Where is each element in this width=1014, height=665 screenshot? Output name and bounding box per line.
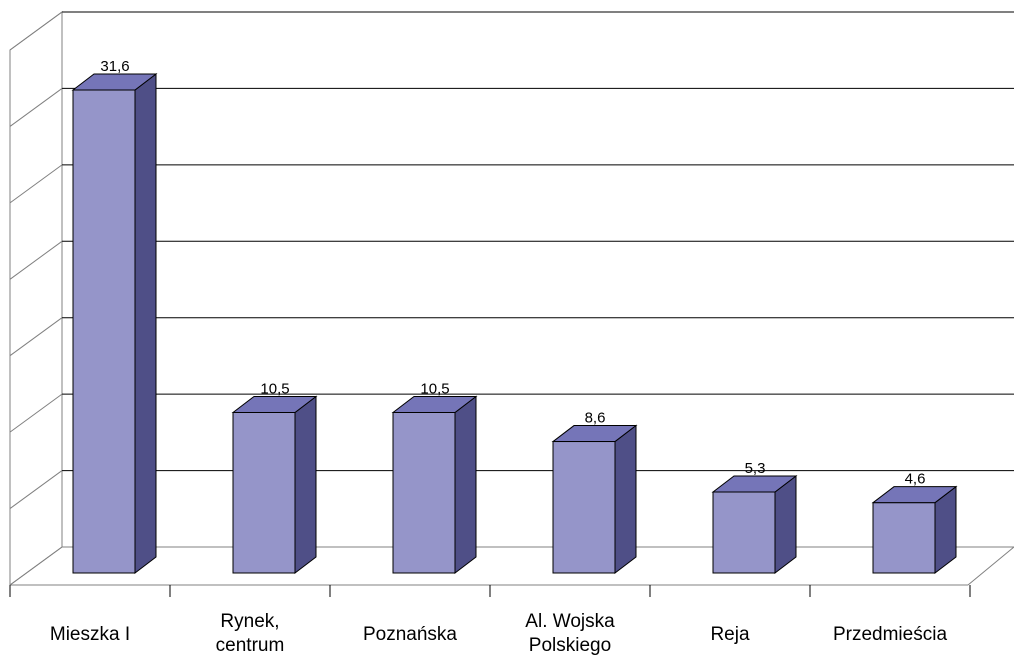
bar (712, 491, 776, 574)
bar (872, 502, 936, 574)
gridlines (9, 11, 1014, 586)
bar-side (294, 395, 317, 575)
gridline-side (9, 317, 63, 357)
bar (552, 441, 616, 574)
x-tick-label: Al. Wojska Polskiego (525, 611, 615, 656)
gridline-side (9, 546, 63, 586)
x-tick-label: Rynek, centrum (216, 611, 285, 656)
data-label: 10,5 (420, 381, 449, 398)
data-label: 4,6 (905, 471, 926, 488)
bars (71, 72, 958, 575)
gridline-side (9, 240, 63, 280)
side-wall (9, 11, 63, 586)
labels: 31,6 Mieszka I 10,5 Rynek, centrum 10,5 Poznań… (50, 58, 948, 656)
bar-top (551, 425, 638, 443)
bar-top (231, 396, 318, 413)
gridline-side (9, 88, 63, 127)
x-tick-label-line: Reja (710, 624, 750, 645)
bar-top (391, 396, 478, 413)
x-tick-label: Reja (710, 624, 750, 645)
gridline-side (9, 393, 63, 433)
x-tick-label-line: Mieszka I (50, 624, 130, 645)
x-tick-label: Przedmieścia (833, 624, 947, 645)
chart-walls (9, 11, 63, 586)
x-tick-label-line: Rynek, (220, 611, 279, 632)
bar-side (614, 424, 637, 575)
bar-side (774, 474, 797, 575)
data-label: 31,6 (100, 58, 129, 75)
floor-right-edge (967, 546, 1014, 586)
x-tick-label-line: centrum (216, 635, 285, 656)
gridline-side (9, 470, 63, 509)
x-tick-label: Mieszka I (50, 624, 130, 645)
gridline-side (9, 164, 63, 204)
data-label: 8,6 (585, 410, 606, 427)
bar-top (871, 486, 958, 504)
bar (392, 412, 456, 574)
bar-top (711, 475, 798, 493)
bar-side (134, 72, 157, 575)
bar (72, 89, 136, 574)
x-tick-label-line: Al. Wojska (525, 611, 615, 632)
x-tick-label-line: Poznańska (363, 624, 457, 645)
x-tick-label-line: Polskiego (529, 635, 611, 656)
data-label: 10,5 (260, 381, 289, 398)
bar-top (71, 73, 158, 91)
gridline-side (9, 11, 63, 51)
bar (232, 412, 296, 574)
x-tick-label-line: Przedmieścia (833, 624, 947, 645)
data-label: 5,3 (745, 460, 766, 477)
x-axis (9, 546, 1014, 597)
x-tick-label: Poznańska (363, 624, 457, 645)
bar-side (454, 395, 477, 575)
